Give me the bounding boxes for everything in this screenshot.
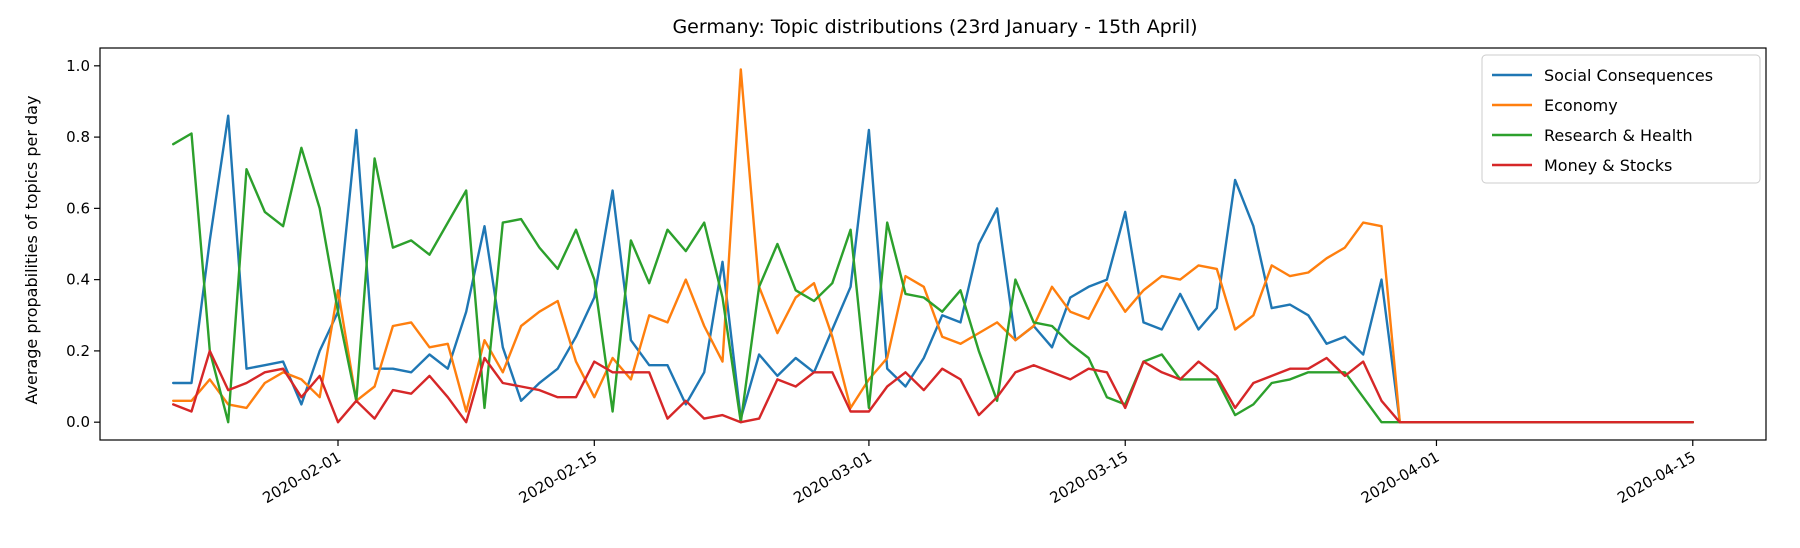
y-tick-label: 0.4 — [66, 271, 90, 289]
chart-title: Germany: Topic distributions (23rd Janua… — [672, 16, 1197, 38]
y-tick-label: 0.6 — [66, 199, 90, 217]
legend: Social Consequences Economy Research & Hea… — [1481, 54, 1761, 184]
y-tick-label: 1.0 — [66, 57, 90, 75]
legend-label-1: Social Consequences — [1544, 66, 1713, 85]
legend-label-2: Economy — [1544, 96, 1618, 115]
series-line-4 — [171, 349, 1695, 424]
legend-box — [1481, 54, 1761, 184]
y-tick-label: 0.8 — [66, 128, 90, 146]
plot-frame — [99, 47, 1767, 441]
series-layer — [171, 68, 1695, 424]
y-tick-label: 0.2 — [66, 342, 90, 360]
y-axis-label: Average propabilities of topics per day — [22, 96, 41, 405]
y-tick-label: 0.0 — [66, 413, 90, 431]
legend-label-4: Money & Stocks — [1544, 156, 1672, 175]
legend-label-3: Research & Health — [1544, 126, 1693, 145]
